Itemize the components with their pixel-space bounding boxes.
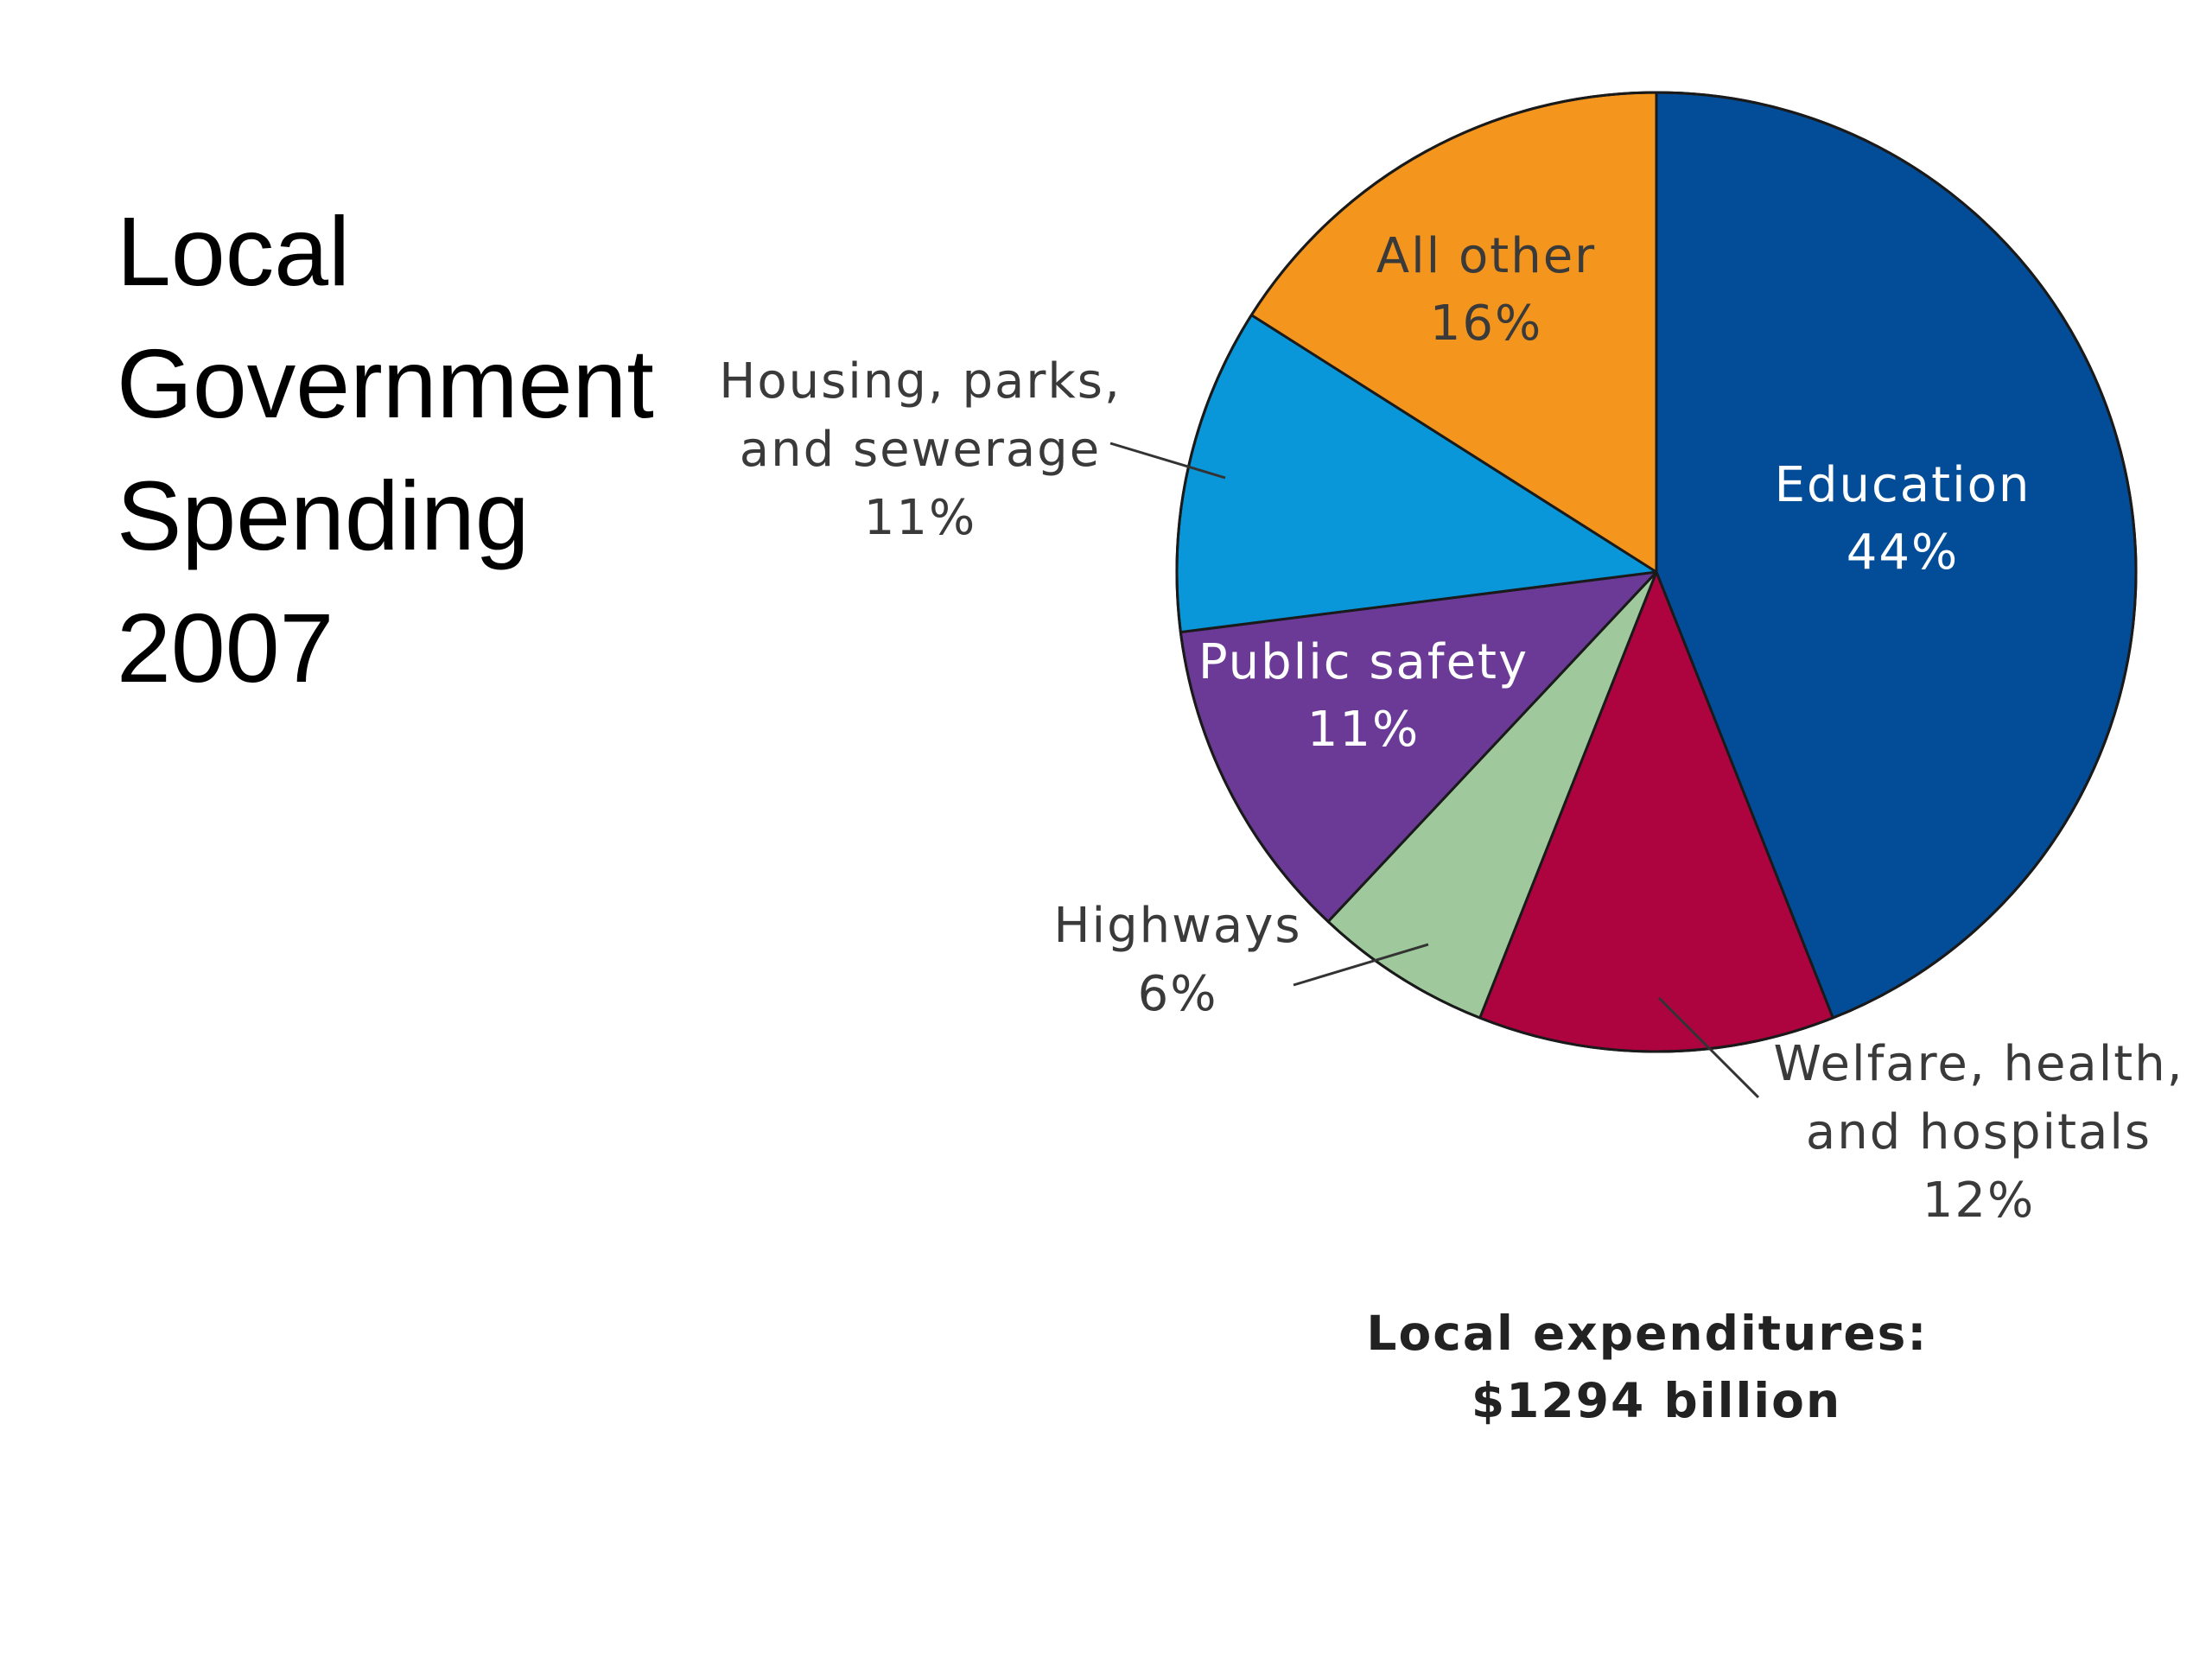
footnote-line-2: $1294 billion [1471,1373,1841,1428]
slice-label-all-other-line-2: 16% [1430,296,1542,352]
leader-line-highways [1293,943,1429,987]
chart-footnote: Local expenditures: $1294 billion [1366,1306,1946,1428]
slide-title-line-3: Spending [117,461,530,570]
leader-line-housing-parks [1109,442,1226,480]
slice-label-public-safety: Public safety 11% [1198,634,1529,758]
pie-outline [1175,91,2138,1053]
leader-lines [1109,442,1760,1099]
slice-label-welfare-health-line-2: and hospitals [1806,1104,2152,1160]
slice-label-highways: Highways 6% [1053,898,1301,1022]
slice-label-education: Education 44% [1775,457,2031,581]
slide-title: Local Government Spending 2007 [117,186,654,715]
slide-title-line-4: 2007 [117,594,334,702]
slice-label-housing-parks-line-1: Housing, parks, [719,353,1122,410]
slice-label-housing-parks: Housing, parks, and sewerage 11% [719,353,1122,546]
slice-label-highways-line-2: 6% [1138,966,1218,1022]
slice-label-all-other-line-1: All other [1376,228,1596,284]
pie-slices [1175,91,2138,1053]
slice-label-housing-parks-line-2: and sewerage [740,422,1101,478]
slice-labels: Education 44% Welfare, health, and hospital… [719,228,2183,1229]
slide-title-line-1: Local [117,197,351,306]
slice-label-housing-parks-line-3: 11% [864,490,976,546]
slide-title-line-2: Government [117,329,654,438]
slice-label-welfare-health: Welfare, health, and hospitals 12% [1773,1036,2183,1229]
slice-label-public-safety-line-2: 11% [1307,702,1420,758]
slice-label-public-safety-line-1: Public safety [1198,634,1529,690]
slice-label-highways-line-1: Highways [1053,898,1301,954]
slice-label-all-other: All other 16% [1376,228,1596,352]
slice-label-education-line-2: 44% [1847,524,1959,581]
slice-label-welfare-health-line-3: 12% [1923,1173,2035,1229]
slice-label-education-line-1: Education [1775,457,2031,513]
footnote-line-1: Local expenditures: [1366,1306,1928,1361]
leader-line-welfare-health [1657,996,1760,1099]
slice-label-welfare-health-line-1: Welfare, health, [1773,1036,2183,1092]
